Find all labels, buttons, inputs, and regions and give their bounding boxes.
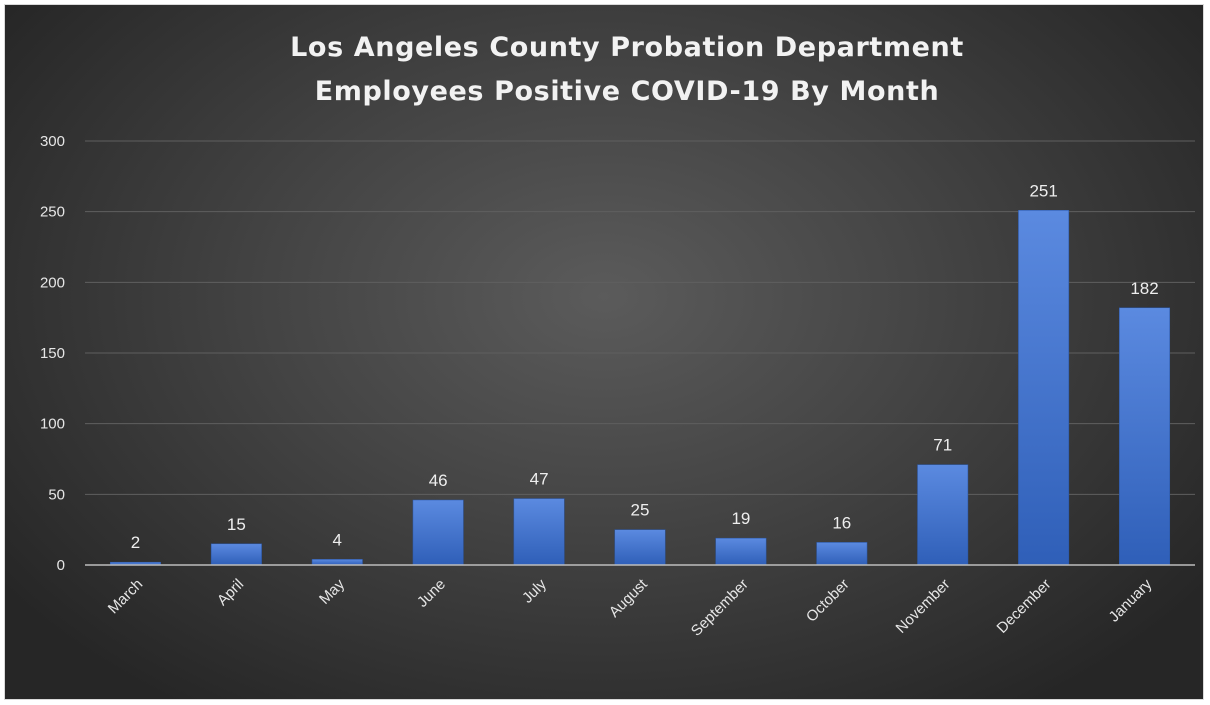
x-tick-label: April (214, 576, 247, 609)
bar-october (816, 542, 868, 566)
bar-december (1018, 210, 1070, 566)
x-tick-label: December (994, 576, 1055, 637)
data-label: 46 (429, 471, 448, 490)
data-label: 4 (333, 530, 342, 549)
x-tick-label: May (316, 575, 348, 607)
x-tick-label: January (1106, 575, 1156, 625)
y-tick-label: 0 (57, 557, 65, 574)
chart-title-line-2: Employees Positive COVID-19 By Month (315, 76, 940, 107)
y-tick-label: 300 (40, 133, 65, 150)
x-tick-label: March (105, 576, 146, 617)
data-label: 182 (1130, 279, 1158, 298)
data-label: 2 (131, 533, 140, 552)
x-tick-label: October (803, 576, 853, 626)
bar-january (1119, 307, 1171, 566)
data-label: 251 (1029, 181, 1057, 200)
gridlines (85, 140, 1195, 495)
y-tick-label: 200 (40, 274, 65, 291)
bars (109, 210, 1171, 566)
data-label: 25 (631, 501, 650, 520)
data-label: 71 (933, 436, 952, 455)
y-axis-ticks: 0 50 100 150 200 250 300 (40, 133, 65, 574)
y-tick-label: 100 (40, 416, 65, 433)
y-tick-label: 150 (40, 345, 65, 362)
y-tick-label: 250 (40, 204, 65, 221)
y-tick-label: 50 (48, 486, 65, 503)
chart-svg: Los Angeles County Probation Department … (40, 32, 1195, 640)
data-labels: 2 15 4 46 47 25 19 16 71 251 182 (131, 181, 1159, 552)
x-tick-label: November (893, 576, 954, 637)
x-tick-label: September (688, 576, 752, 640)
bar-april (210, 543, 262, 566)
bar-august (614, 529, 666, 566)
bar-november (917, 464, 969, 566)
bar-july (513, 498, 565, 566)
data-label: 19 (731, 509, 750, 528)
data-label: 47 (530, 470, 549, 489)
x-axis-ticks: March April May June July August September Octo… (105, 575, 1156, 639)
chart-title-line-1: Los Angeles County Probation Department (290, 32, 964, 63)
bar-september (715, 537, 767, 566)
data-label: 15 (227, 515, 246, 534)
chart-frame: Los Angeles County Probation Department … (4, 4, 1204, 700)
bar-may (311, 559, 363, 566)
data-label: 16 (832, 513, 851, 532)
x-tick-label: June (414, 576, 449, 611)
x-tick-label: July (519, 575, 550, 606)
x-tick-label: August (606, 575, 652, 621)
bar-june (412, 499, 464, 566)
